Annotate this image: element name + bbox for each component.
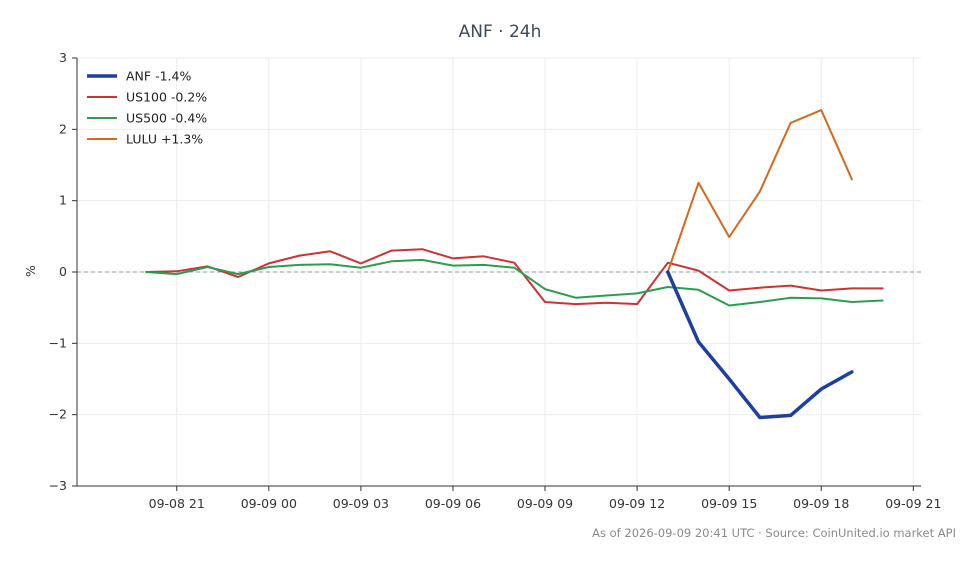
legend-label: LULU +1.3% bbox=[126, 132, 203, 147]
y-tick-label: 3 bbox=[59, 50, 67, 65]
y-tick-label: −3 bbox=[49, 478, 67, 493]
x-tick-label: 09-09 00 bbox=[241, 496, 297, 511]
chart-title: ANF · 24h bbox=[459, 22, 542, 42]
x-tick-label: 09-09 12 bbox=[609, 496, 665, 511]
legend-label: US500 -0.4% bbox=[126, 111, 207, 126]
x-tick-label: 09-09 03 bbox=[333, 496, 389, 511]
series-line-us100 bbox=[145, 248, 884, 306]
x-tick-label: 09-09 15 bbox=[701, 496, 757, 511]
series-line-lulu bbox=[666, 109, 853, 273]
y-tick-label: 2 bbox=[59, 121, 67, 136]
series-line-us500 bbox=[145, 258, 884, 307]
legend-label: US100 -0.2% bbox=[126, 90, 207, 105]
x-tick-label: 09-09 09 bbox=[517, 496, 573, 511]
y-tick-label: 0 bbox=[59, 264, 67, 279]
footer-source: As of 2026-09-09 20:41 UTC · Source: Coi… bbox=[592, 526, 956, 540]
series-line-anf bbox=[666, 270, 854, 420]
legend-label: ANF -1.4% bbox=[126, 69, 191, 84]
y-axis-ticks: −3 −2 −1 0 1 2 3 bbox=[49, 50, 77, 493]
x-tick-label: 09-09 18 bbox=[793, 496, 849, 511]
x-tick-label: 09-09 21 bbox=[885, 496, 941, 511]
y-tick-label: 1 bbox=[59, 193, 67, 208]
legend: ANF -1.4% US100 -0.2% US500 -0.4% LULU +1.3… bbox=[87, 69, 207, 147]
x-tick-label: 09-08 21 bbox=[149, 496, 205, 511]
x-tick-label: 09-09 06 bbox=[425, 496, 481, 511]
y-axis-label: % bbox=[23, 265, 38, 277]
y-tick-label: −1 bbox=[49, 335, 67, 350]
x-axis-ticks: 09-08 21 09-09 00 09-09 03 09-09 06 09-09 09… bbox=[149, 486, 941, 511]
series-lines bbox=[145, 109, 884, 420]
y-tick-label: −2 bbox=[49, 407, 67, 422]
